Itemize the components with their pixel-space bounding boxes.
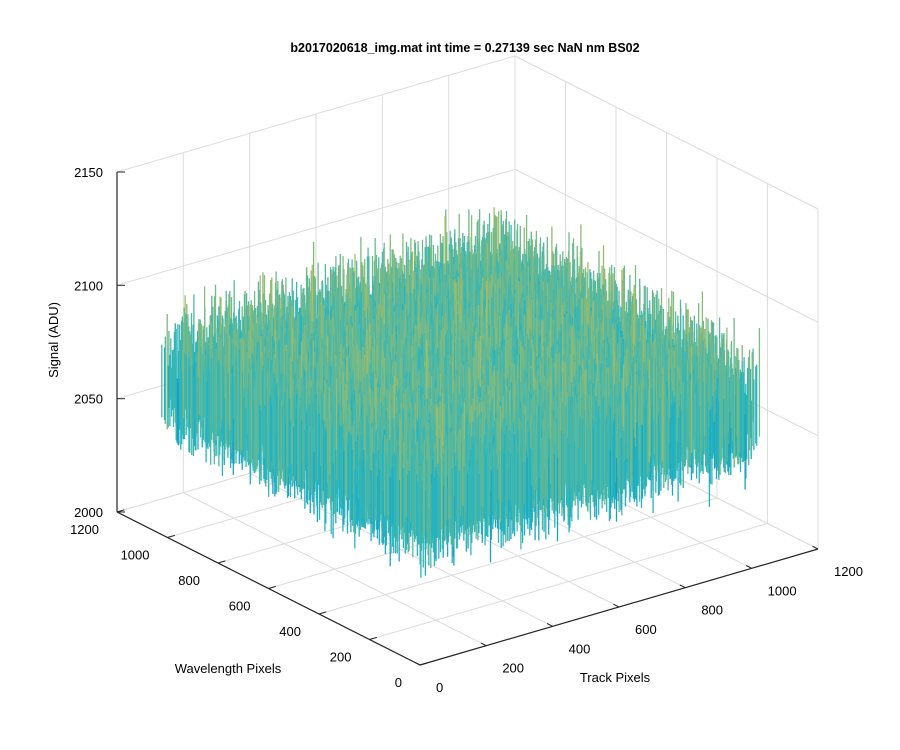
grid-line	[116, 55, 516, 173]
grid-line	[514, 55, 819, 210]
surface-layer	[161, 207, 761, 578]
grid-line	[318, 497, 718, 615]
grid-line	[369, 523, 768, 640]
grid-line	[514, 168, 819, 323]
grid-line	[116, 168, 516, 286]
